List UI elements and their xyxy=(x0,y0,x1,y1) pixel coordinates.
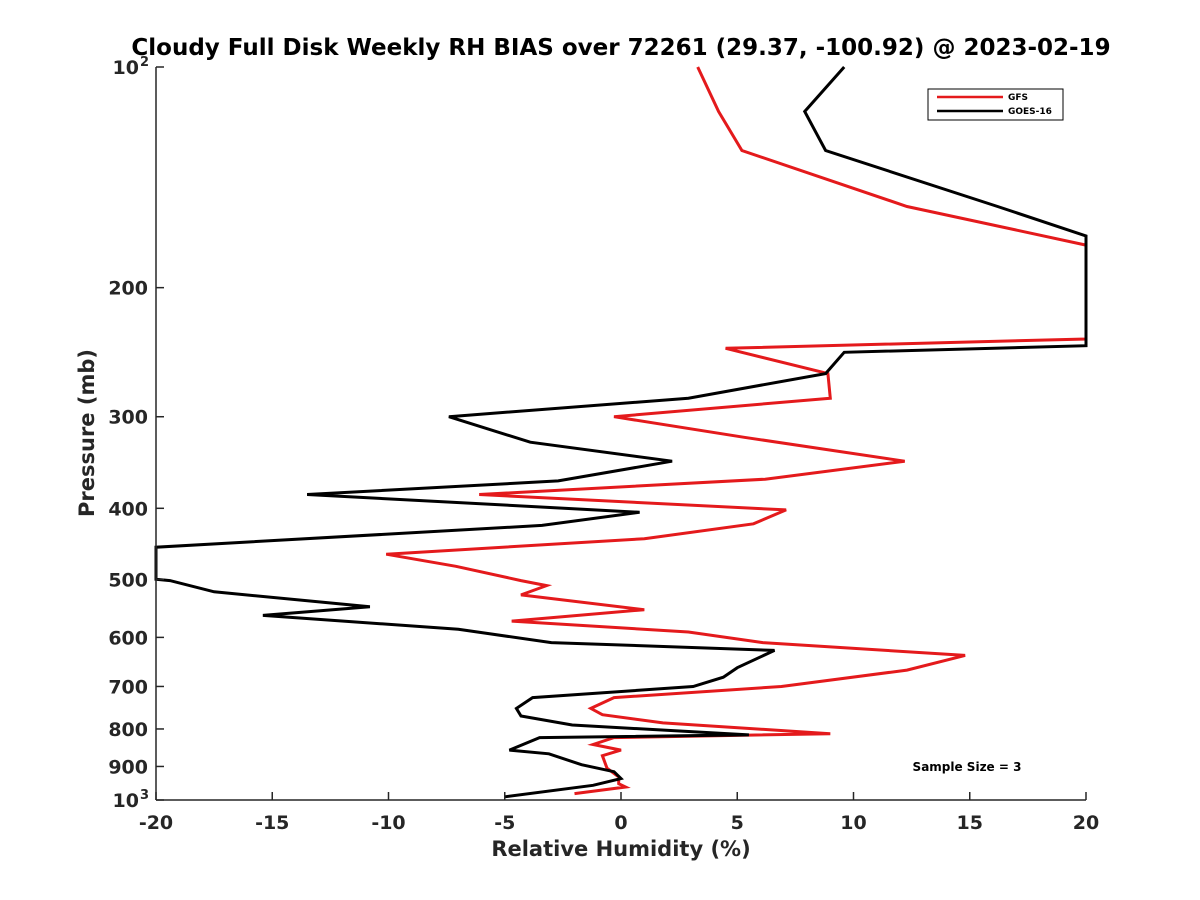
x-tick-label: -10 xyxy=(371,812,405,834)
y-tick-label: 10 xyxy=(113,790,139,812)
x-tick-label: 0 xyxy=(614,812,627,834)
x-tick-label: -20 xyxy=(139,812,173,834)
y-tick-label: 200 xyxy=(108,278,148,300)
y-tick-label: 700 xyxy=(108,676,148,698)
x-axis-label: Relative Humidity (%) xyxy=(491,837,750,861)
x-tick-label: 10 xyxy=(840,812,866,834)
legend: GFS GOES-16 xyxy=(927,88,1064,121)
series-line-goes-16 xyxy=(154,66,1088,799)
y-tick-label: 900 xyxy=(108,756,148,778)
series-layer xyxy=(154,66,1088,799)
y-axis-label: Pressure (mb) xyxy=(75,349,99,517)
legend-label-goes16: GOES-16 xyxy=(1008,107,1052,117)
x-tick-label: 15 xyxy=(957,812,983,834)
y-tick-exponent: 3 xyxy=(140,788,149,803)
y-tick-label: 10 xyxy=(113,57,139,79)
y-tick-label: 400 xyxy=(108,498,148,520)
y-tick-label: 800 xyxy=(108,719,148,741)
x-tick-label: 20 xyxy=(1073,812,1099,834)
sample-size-annotation: Sample Size = 3 xyxy=(913,760,1022,774)
x-tick-label: 5 xyxy=(731,812,744,834)
x-tick-label: -15 xyxy=(255,812,289,834)
y-tick-label: 500 xyxy=(108,569,148,591)
x-ticks: -20 -15 -10 -5 0 5 10 15 20 xyxy=(139,792,1099,834)
x-tick-label: -5 xyxy=(494,812,515,834)
y-tick-label: 600 xyxy=(108,627,148,649)
chart-title: Cloudy Full Disk Weekly RH BIAS over 722… xyxy=(131,35,1110,61)
series-line-gfs xyxy=(385,66,1088,796)
legend-label-gfs: GFS xyxy=(1008,93,1028,103)
y-tick-exponent: 2 xyxy=(140,55,149,70)
y-tick-label: 300 xyxy=(108,407,148,429)
legend-box xyxy=(927,88,1064,121)
plot-area xyxy=(156,67,1086,800)
